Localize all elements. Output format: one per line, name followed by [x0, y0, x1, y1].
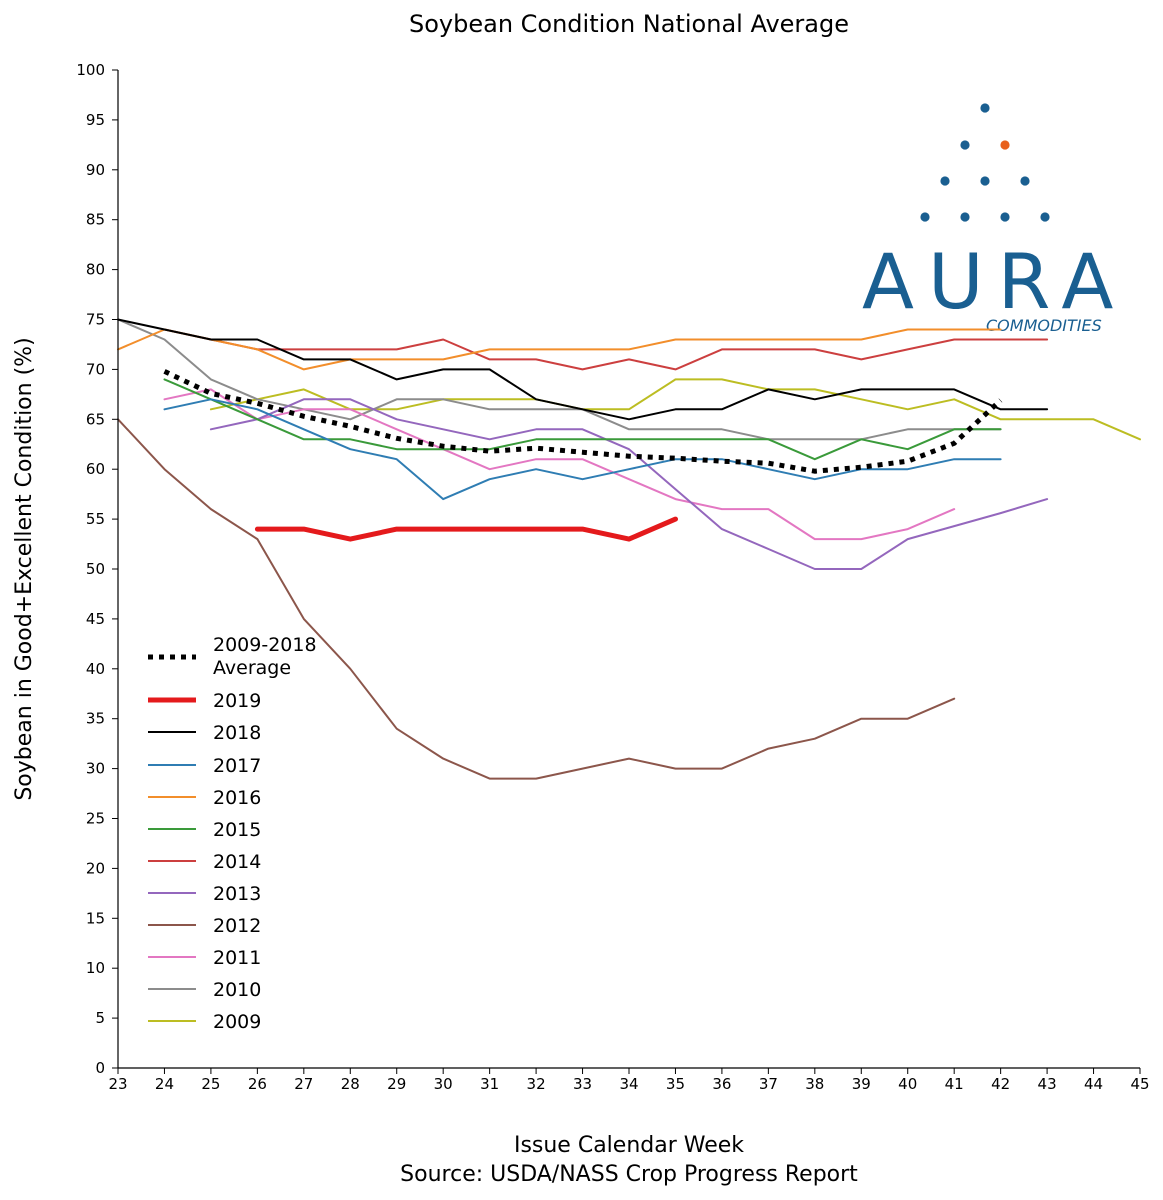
- logo-text: AURA: [862, 237, 1127, 326]
- logo-dot: [1020, 176, 1030, 186]
- series-line-2019: [254, 516, 678, 542]
- logo-dot: [980, 176, 990, 186]
- y-tick-label: 55: [86, 510, 105, 528]
- y-tick-label: 95: [86, 111, 105, 129]
- y-tick-label: 40: [86, 660, 105, 678]
- x-tick-label: 35: [666, 1075, 685, 1093]
- legend-label-2017: 2017: [213, 755, 261, 777]
- y-tick-label: 85: [86, 211, 105, 229]
- x-ticks: 23 24 25 26 27 28 29 30 31 32 33 34 35 36 37 38 39 40 41 42…: [108, 1068, 1150, 1093]
- y-tick-label: 60: [86, 460, 105, 478]
- y-tick-label: 20: [86, 859, 105, 877]
- x-tick-label: 40: [898, 1075, 917, 1093]
- logo-dot: [1040, 212, 1050, 222]
- y-tick-label: 50: [86, 560, 105, 578]
- y-tick-label: 30: [86, 760, 105, 778]
- legend-label-2014: 2014: [213, 851, 261, 873]
- x-tick-label: 41: [945, 1075, 964, 1093]
- x-tick-label: 42: [991, 1075, 1010, 1093]
- y-tick-label: 100: [76, 61, 105, 79]
- legend: 2009-2018 Average 2019 2018 2017 2016 2015 2014…: [148, 634, 317, 1033]
- y-tick-label: 65: [86, 410, 105, 428]
- legend-label-2009-2018-average: 2009-2018 Average: [213, 634, 317, 679]
- y-tick-label: 25: [86, 810, 105, 828]
- series-line-2009-2018-average: [163, 369, 1003, 474]
- logo-dot: [940, 176, 950, 186]
- series-lines: [117, 318, 1141, 780]
- legend-label-2018: 2018: [213, 722, 261, 744]
- x-tick-label: 32: [527, 1075, 546, 1093]
- legend-label-2011: 2011: [213, 947, 261, 969]
- x-tick-label: 25: [201, 1075, 220, 1093]
- y-ticks: 0 5 10 15 20 25 30 35 40 45 50 55 60 65 70 75 80 85 90 95 10…: [76, 61, 118, 1077]
- x-tick-label: 37: [759, 1075, 778, 1093]
- x-tick-label: 24: [155, 1075, 174, 1093]
- chart-title: Soybean Condition National Average: [409, 10, 849, 38]
- series-line-2018: [117, 318, 1049, 421]
- legend-label-2012: 2012: [213, 915, 261, 937]
- logo-dots: [920, 103, 1050, 222]
- logo-dot: [980, 103, 990, 113]
- y-axis-title: Soybean in Good+Excellent Condition (%): [12, 337, 37, 800]
- logo-dot: [1000, 140, 1010, 150]
- logo-dot: [920, 212, 930, 222]
- y-tick-label: 10: [86, 959, 105, 977]
- x-tick-label: 45: [1130, 1075, 1149, 1093]
- x-axis-title: Issue Calendar Week: [514, 1133, 744, 1158]
- series-line-2017: [163, 398, 1002, 501]
- y-tick-label: 15: [86, 909, 105, 927]
- logo-dot: [1000, 212, 1010, 222]
- x-tick-label: 31: [480, 1075, 499, 1093]
- x-tick-label: 23: [108, 1075, 127, 1093]
- series-line-2016: [117, 328, 1002, 371]
- x-tick-label: 26: [248, 1075, 267, 1093]
- axes: 0 5 10 15 20 25 30 35 40 45 50 55 60 65 70 75 80 85 90 95 10…: [76, 61, 1149, 1093]
- x-tick-label: 34: [619, 1075, 638, 1093]
- x-tick-label: 44: [1084, 1075, 1103, 1093]
- x-tick-label: 36: [712, 1075, 731, 1093]
- series-line-2010: [117, 318, 1002, 441]
- x-tick-label: 28: [341, 1075, 360, 1093]
- x-tick-label: 30: [434, 1075, 453, 1093]
- y-tick-label: 90: [86, 161, 105, 179]
- series-line-2013: [209, 398, 1049, 570]
- logo-subtext: COMMODITIES: [986, 316, 1102, 335]
- x-tick-label: 33: [573, 1075, 592, 1093]
- x-tick-label: 43: [1038, 1075, 1057, 1093]
- legend-label-2010: 2010: [213, 979, 261, 1001]
- legend-label-2009: 2009: [213, 1011, 261, 1033]
- y-tick-label: 45: [86, 610, 105, 628]
- x-tick-label: 39: [852, 1075, 871, 1093]
- legend-label-2015: 2015: [213, 819, 261, 841]
- series-line-2012: [117, 418, 956, 780]
- x-tick-label: 38: [805, 1075, 824, 1093]
- y-tick-label: 5: [95, 1009, 105, 1027]
- series-line-2011: [163, 388, 956, 541]
- logo-dot: [960, 212, 970, 222]
- source-note: Source: USDA/NASS Crop Progress Report: [400, 1162, 858, 1187]
- y-tick-label: 0: [95, 1059, 105, 1077]
- y-tick-label: 80: [86, 261, 105, 279]
- legend-label-2013: 2013: [213, 883, 261, 905]
- x-tick-label: 27: [294, 1075, 313, 1093]
- y-tick-label: 75: [86, 311, 105, 329]
- legend-label-2019: 2019: [213, 690, 261, 712]
- y-tick-label: 35: [86, 710, 105, 728]
- y-tick-label: 70: [86, 360, 105, 378]
- legend-label-2016: 2016: [213, 787, 261, 809]
- series-line-2014: [163, 328, 1049, 371]
- series-line-2015: [163, 378, 1002, 461]
- x-tick-label: 29: [387, 1075, 406, 1093]
- aura-commodities-logo: AURA COMMODITIES: [862, 103, 1127, 335]
- logo-dot: [960, 140, 970, 150]
